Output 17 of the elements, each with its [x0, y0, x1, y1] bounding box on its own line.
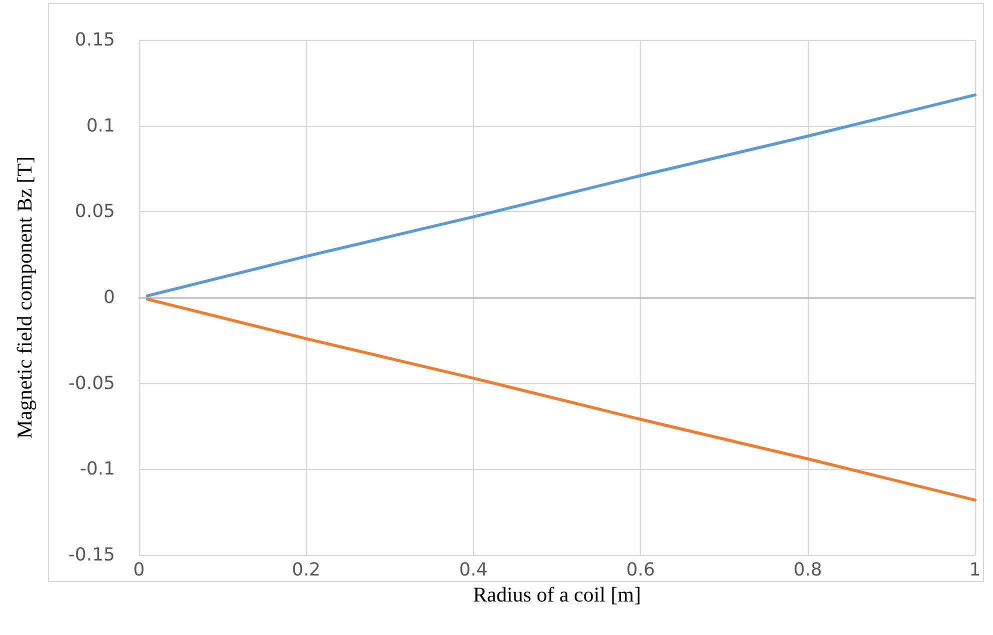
y-tick-label: 0.1 [86, 115, 115, 136]
x-tick-label: 0.4 [459, 560, 488, 580]
x-axis-title: Radius of a coil [m] [473, 582, 641, 606]
y-axis-title: Magnetic field component Bz [T] [12, 156, 36, 439]
y-tick-label: 0.15 [74, 30, 115, 50]
x-tick-label: 0.8 [793, 560, 822, 580]
y-tick-label: 0 [104, 287, 115, 308]
y-tick-label: -0.15 [68, 544, 115, 566]
y-tick-label: 0.05 [74, 201, 115, 222]
x-tick-label: 1 [969, 560, 981, 580]
y-tick-label: -0.1 [80, 458, 115, 480]
line-series [146, 298, 976, 502]
y-tick-label: -0.05 [68, 372, 115, 394]
line-series [146, 93, 976, 298]
x-tick-label: 0.6 [626, 560, 655, 580]
x-tick-label: 0 [133, 560, 145, 580]
x-tick-label: 0.2 [292, 560, 321, 580]
